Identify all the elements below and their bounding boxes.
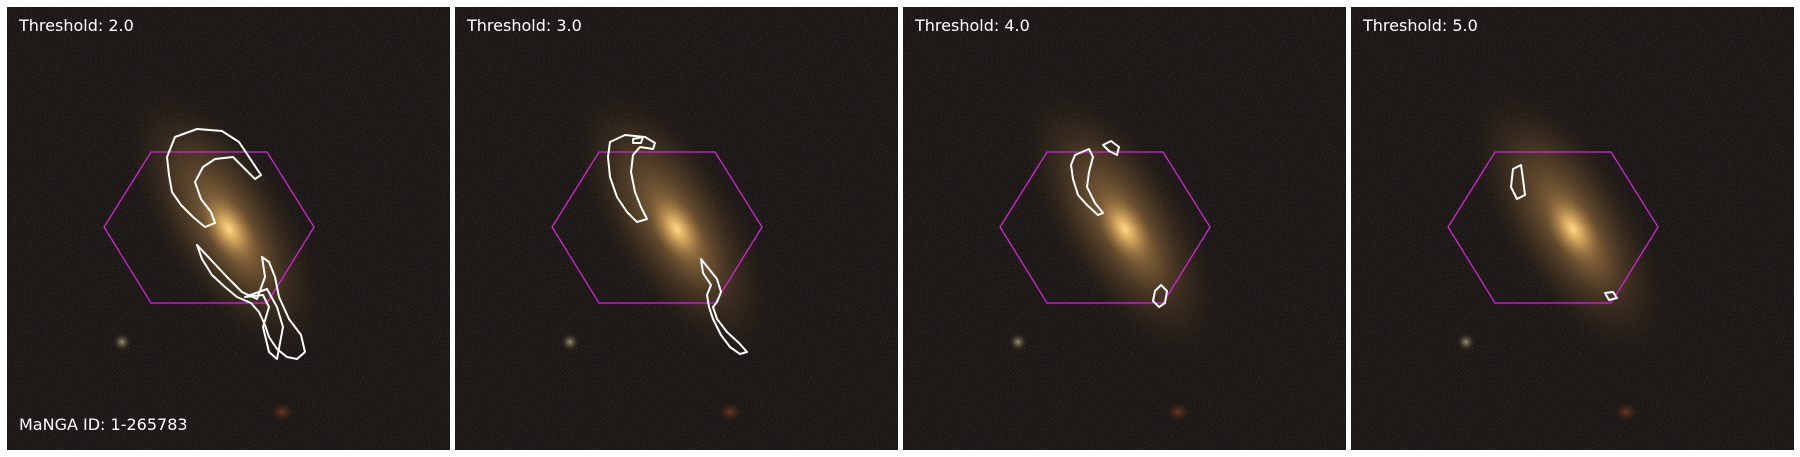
galaxy-image [455, 7, 898, 450]
contour-lines [607, 134, 748, 355]
galaxy-image [903, 7, 1346, 450]
threshold-label: Threshold: 4.0 [915, 16, 1030, 35]
ifu-hexagon [1447, 151, 1659, 304]
ifu-hexagon [999, 151, 1211, 304]
threshold-label: Threshold: 2.0 [19, 16, 134, 35]
contour-lines [1510, 164, 1618, 301]
galaxy-image [7, 7, 450, 450]
panel-threshold-3: Threshold: 3.0 [455, 7, 898, 450]
threshold-label: Threshold: 3.0 [467, 16, 582, 35]
contour-lines [1070, 140, 1168, 308]
panel-threshold-5: Threshold: 5.0 [1351, 7, 1794, 450]
threshold-label: Threshold: 5.0 [1363, 16, 1478, 35]
panel-threshold-2: Threshold: 2.0 MaNGA ID: 1-265783 [7, 7, 450, 450]
contour-lines [166, 128, 306, 360]
galaxy-id-label: MaNGA ID: 1-265783 [19, 415, 188, 434]
panel-threshold-4: Threshold: 4.0 [903, 7, 1346, 450]
galaxy-image [1351, 7, 1794, 450]
